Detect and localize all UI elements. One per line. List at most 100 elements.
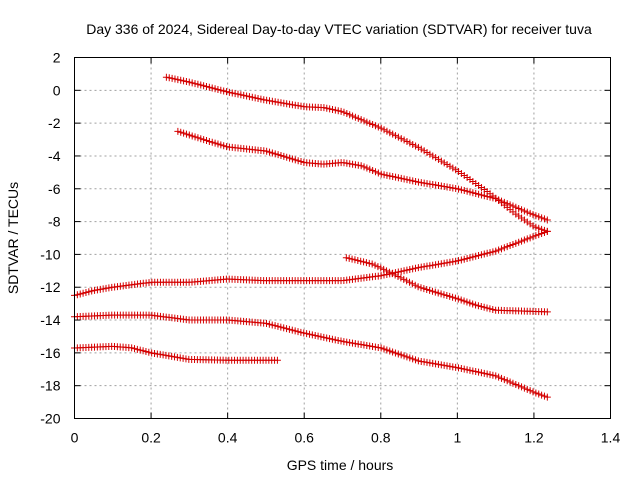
data-point (397, 267, 405, 275)
data-point (214, 85, 222, 93)
data-point (497, 245, 505, 253)
data-point (254, 94, 262, 102)
data-point (446, 162, 454, 170)
data-point (540, 392, 548, 400)
data-point (277, 152, 285, 160)
data-point (334, 107, 342, 115)
data-point (469, 253, 477, 261)
data-point (328, 335, 336, 343)
data-point (475, 252, 483, 260)
data-point (409, 265, 417, 273)
data-point (406, 278, 413, 286)
data-point (432, 154, 440, 162)
data-point (268, 149, 276, 157)
data-point (389, 269, 397, 277)
data-point (268, 321, 276, 329)
data-point (426, 286, 434, 294)
data-point (472, 368, 480, 376)
data-point (274, 322, 282, 330)
data-point (283, 325, 291, 333)
data-point (360, 258, 368, 266)
data-point (360, 117, 368, 125)
data-point (363, 118, 371, 126)
data-point (194, 80, 202, 88)
data-point (397, 135, 405, 143)
data-point (288, 155, 296, 163)
data-point (515, 238, 523, 246)
data-point (400, 136, 408, 144)
data-point (538, 214, 546, 222)
data-point (538, 230, 546, 238)
data-point (188, 79, 196, 87)
data-point (349, 112, 357, 120)
data-point (228, 89, 236, 97)
data-point (446, 292, 454, 300)
data-point (492, 372, 500, 380)
data-point (480, 192, 488, 200)
data-point (386, 129, 394, 137)
data-point (205, 83, 213, 91)
data-point (480, 250, 488, 258)
data-point (294, 328, 302, 336)
y-axis-label: SDTVAR / TECUs (5, 182, 21, 294)
x-tick-label: 0.2 (141, 430, 161, 446)
data-point (460, 255, 468, 263)
data-point (492, 247, 500, 255)
data-point (188, 132, 196, 140)
y-tick-label: -2 (48, 115, 61, 131)
data-point (225, 88, 233, 96)
data-point (374, 263, 382, 271)
data-point (397, 174, 405, 182)
data-point (133, 345, 141, 353)
data-point (185, 78, 193, 86)
data-point (391, 349, 399, 357)
data-point (495, 196, 503, 204)
data-point (512, 380, 520, 388)
x-tick-label: 1 (453, 430, 461, 446)
data-point (82, 288, 90, 296)
data-point (526, 387, 534, 395)
data-point (211, 85, 219, 93)
y-tick-label: -4 (48, 148, 61, 164)
data-point (454, 295, 462, 303)
data-point (274, 151, 282, 159)
data-point (257, 95, 265, 103)
data-point (320, 104, 328, 112)
data-point (412, 142, 420, 150)
data-point (403, 176, 411, 184)
data-point (535, 224, 543, 232)
data-point (180, 129, 188, 137)
data-point (457, 186, 465, 194)
data-points (71, 73, 551, 401)
data-point (366, 119, 374, 127)
data-point (177, 128, 185, 136)
series-track-3 (342, 254, 551, 316)
data-point (475, 190, 483, 198)
data-point (369, 167, 377, 175)
data-point (414, 264, 422, 272)
data-point (305, 330, 313, 338)
data-point (208, 84, 216, 92)
data-point (354, 114, 362, 122)
data-point (426, 150, 434, 158)
data-point (472, 252, 480, 260)
data-point (185, 131, 193, 139)
data-point (357, 162, 365, 170)
data-point (520, 236, 528, 244)
data-point (271, 322, 279, 330)
data-point (197, 135, 205, 143)
data-point (165, 74, 173, 82)
data-point (483, 249, 491, 257)
data-point (475, 368, 483, 376)
data-point (243, 92, 251, 100)
data-point (392, 173, 400, 181)
x-tick-label: 0.4 (218, 430, 238, 446)
data-point (489, 371, 497, 379)
data-point (417, 284, 425, 292)
data-point (380, 126, 388, 134)
data-point (383, 270, 391, 278)
data-point (538, 391, 546, 399)
data-point (131, 345, 139, 353)
data-point (139, 347, 147, 355)
